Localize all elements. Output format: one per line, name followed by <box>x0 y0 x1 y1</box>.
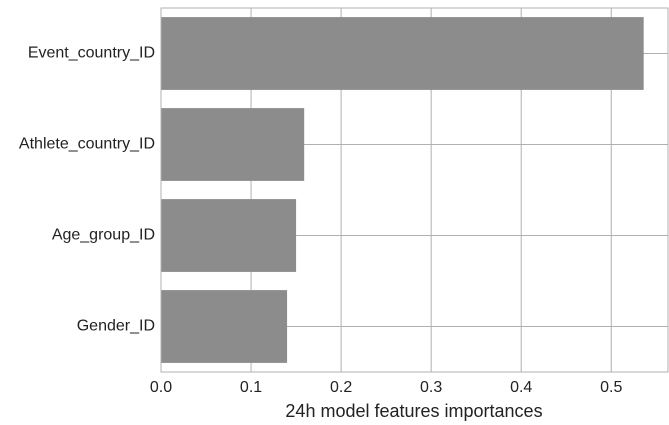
bar <box>161 108 305 181</box>
bar <box>161 199 297 272</box>
x-tick-label: 0.0 <box>150 379 172 396</box>
x-tick-label: 0.2 <box>330 379 352 396</box>
bar <box>161 290 288 363</box>
y-tick-label: Event_country_ID <box>28 45 155 62</box>
y-tick-label: Athlete_country_ID <box>19 136 155 153</box>
y-tick-label: Age_group_ID <box>52 227 155 244</box>
x-tick-label: 0.5 <box>600 379 622 396</box>
bar <box>161 17 644 90</box>
y-tick-label: Gender_ID <box>77 318 155 335</box>
plot-frame <box>160 7 669 373</box>
x-tick-label: 0.3 <box>420 379 442 396</box>
x-axis-label: 24h model features importances <box>285 401 542 421</box>
x-tick-label: 0.4 <box>510 379 532 396</box>
x-tick-label: 0.1 <box>240 379 262 396</box>
